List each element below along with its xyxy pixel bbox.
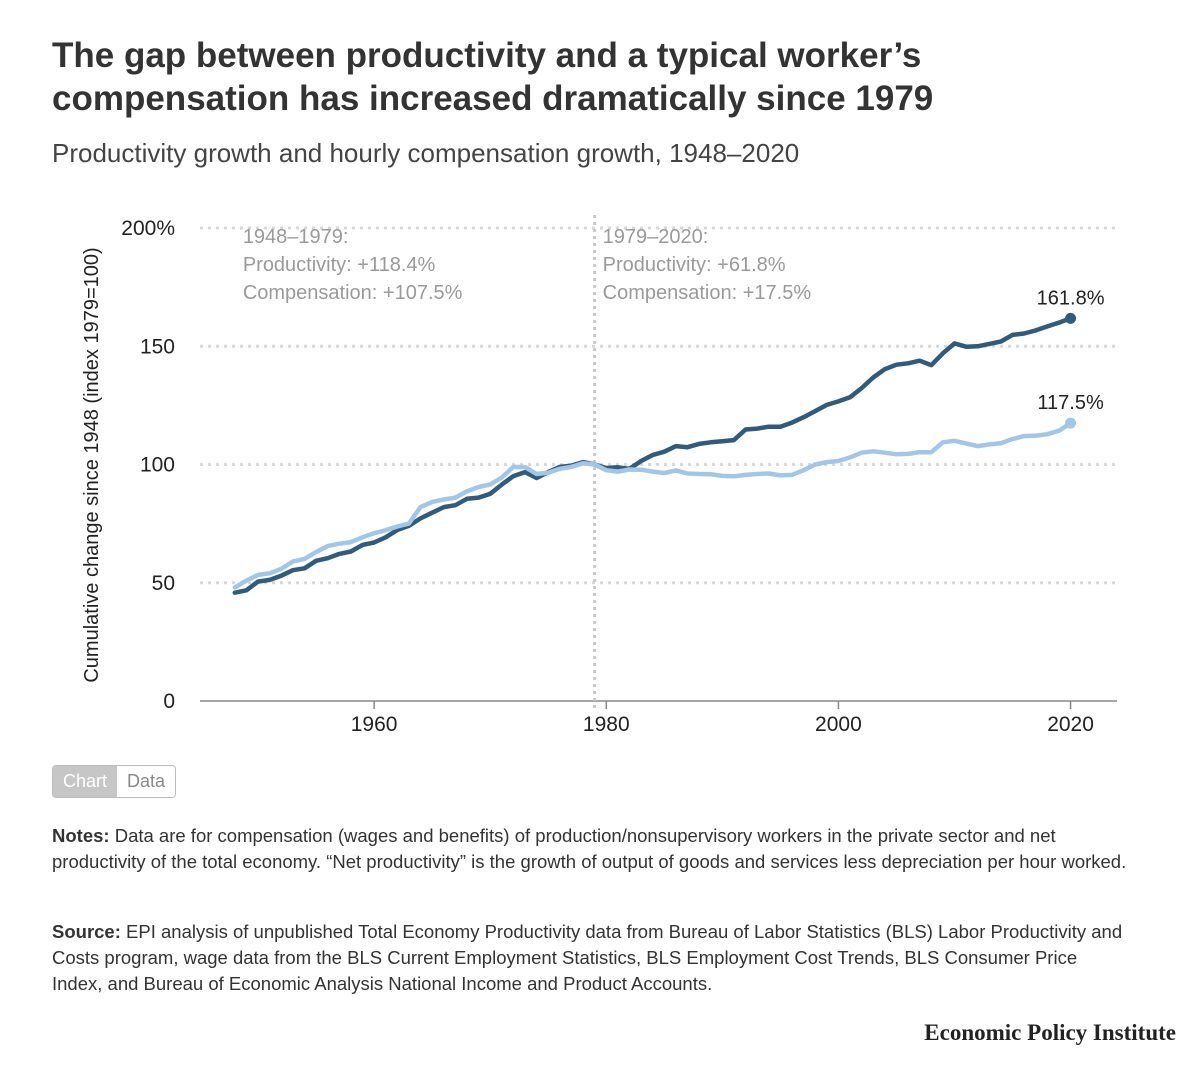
period-annotation-line: Compensation: +107.5% — [243, 282, 463, 304]
series-line-compensation — [232, 420, 1073, 590]
y-tick-label: 100 — [140, 454, 175, 477]
end-point-productivity — [1065, 312, 1077, 324]
chart-tab[interactable]: Chart — [53, 766, 118, 797]
notes-text: Data are for compensation (wages and ben… — [52, 825, 1127, 872]
y-axis-label: Cumulative change since 1948 (index 1979… — [81, 247, 103, 682]
x-tick-label: 2020 — [1047, 713, 1094, 736]
period-annotation-line: 1948–1979: — [243, 226, 349, 248]
view-toggle: Chart Data — [52, 765, 177, 798]
data-tab[interactable]: Data — [117, 766, 176, 797]
line-chart: 0 50 100 150 200% 1960 1980 2000 2020 Cumulative … — [81, 215, 1117, 736]
source-label: Source: — [52, 921, 121, 942]
x-tick-label: 1960 — [351, 713, 398, 736]
period-annotation-line: Productivity: +118.4% — [243, 254, 436, 276]
y-tick-label: 200% — [121, 217, 175, 240]
y-tick-label: 50 — [152, 572, 175, 595]
series-line-productivity — [232, 316, 1073, 595]
end-label-productivity: 161.8% — [1037, 287, 1105, 309]
x-tick-label: 2000 — [815, 713, 862, 736]
period-annotation-line: Compensation: +17.5% — [603, 282, 812, 304]
chart-subtitle: Productivity growth and hourly compensat… — [52, 138, 800, 168]
notes-label: Notes: — [52, 825, 110, 846]
y-tick-label: 0 — [163, 690, 175, 713]
y-tick-label: 150 — [140, 335, 175, 358]
x-tick-label: 1980 — [583, 713, 630, 736]
period-annotation-line: Productivity: +61.8% — [603, 254, 786, 276]
source-text: EPI analysis of unpublished Total Econom… — [52, 921, 1123, 994]
end-point-compensation — [1065, 417, 1077, 429]
notes: Notes: Data are for compensation (wages … — [52, 823, 1132, 875]
source: Source: EPI analysis of unpublished Tota… — [52, 919, 1132, 997]
brand-logo: Economic Policy Institute — [924, 1020, 1176, 1045]
period-annotation-line: 1979–2020: — [603, 226, 709, 248]
end-label-compensation: 117.5% — [1037, 392, 1104, 414]
chart-title: The gap between productivity and a typic… — [52, 36, 934, 118]
